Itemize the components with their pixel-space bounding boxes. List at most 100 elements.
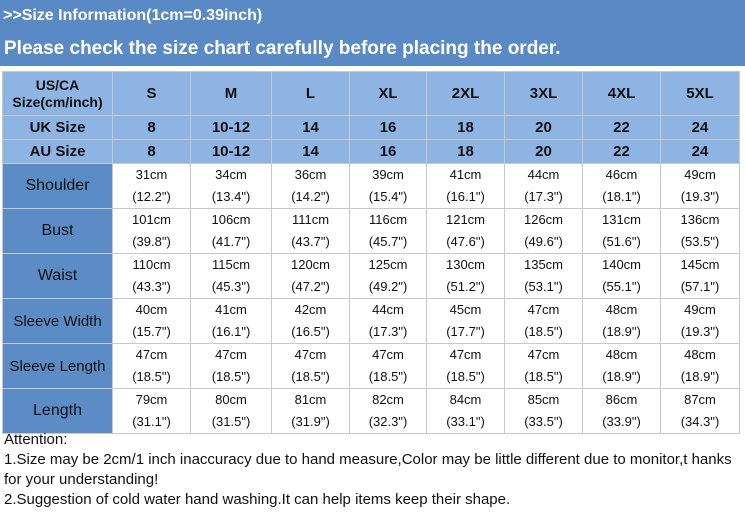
cm-value: 116cm: [368, 212, 408, 227]
measurement-cell: 44cm (17.3"): [504, 163, 583, 209]
measurement-row: Shoulder 31cm (12.2") 34cm (13.4") 36cm (14.2"…: [2, 163, 740, 209]
measurement-cell: 47cm (18.5"): [349, 343, 427, 389]
measurement-label: Sleeve Length: [2, 343, 113, 389]
inch-value: (17.3"): [368, 324, 408, 339]
measurement-cell: 85cm (33.5"): [504, 388, 583, 434]
measurement-cell: 42cm (16.5"): [271, 298, 350, 344]
inch-value: (49.6"): [524, 234, 563, 249]
uk-size-row: UK Size 8 10-12 14 16 18 20 22 24: [2, 115, 740, 140]
inch-value: (32.3"): [368, 414, 408, 429]
cm-value: 40cm: [135, 302, 168, 317]
title-bar: >>Size Information(1cm=0.39inch): [0, 0, 745, 33]
cm-value: 34cm: [215, 167, 247, 182]
size-unit-label: Size(cm/inch): [12, 93, 103, 110]
cm-value: 47cm: [527, 347, 560, 362]
measurement-cell: 39cm (15.4"): [349, 163, 427, 209]
inch-value: (18.5"): [524, 369, 563, 384]
measurement-cell: 47cm (18.5"): [112, 343, 191, 389]
measurement-cell: 80cm (31.5"): [190, 388, 272, 434]
cm-value: 47cm: [449, 347, 482, 362]
cm-value: 115cm: [211, 257, 251, 272]
uk-size-cell: 24: [660, 115, 740, 140]
measurement-cell: 45cm (17.7"): [426, 298, 505, 344]
inch-value: (43.7"): [291, 234, 330, 249]
inch-value: (18.1"): [602, 189, 641, 204]
measurement-label: Waist: [2, 253, 113, 299]
measurement-cell: 125cm (49.2"): [349, 253, 427, 299]
cm-value: 41cm: [449, 167, 482, 182]
measurement-cell: 111cm (43.7"): [271, 208, 350, 254]
attention-heading: Attention:: [4, 431, 68, 448]
measurement-cell: 126cm (49.6"): [504, 208, 583, 254]
cm-value: 101cm: [131, 212, 172, 227]
uk-size-cell: 8: [112, 115, 191, 140]
au-size-cell: 16: [349, 139, 427, 164]
measurement-cell: 106cm (41.7"): [190, 208, 272, 254]
cm-value: 47cm: [215, 347, 247, 362]
us-size-row: US/CA Size(cm/inch) S M L XL 2XL 3XL 4XL…: [2, 71, 740, 116]
cm-value: 39cm: [372, 167, 404, 182]
inch-value: (51.6"): [602, 234, 641, 249]
uk-size-cell: 16: [349, 115, 427, 140]
au-size-cell: 14: [271, 139, 350, 164]
inch-value: (19.3"): [680, 324, 720, 339]
size-info-subtitle: Please check the size chart carefully be…: [4, 38, 561, 59]
inch-value: (16.5"): [291, 324, 330, 339]
cm-value: 145cm: [680, 257, 720, 272]
cm-value: 106cm: [211, 212, 251, 227]
cm-value: 31cm: [135, 167, 168, 182]
inch-value: (57.1"): [680, 279, 720, 294]
inch-value: (18.5"): [446, 369, 485, 384]
measurement-cell: 79cm (31.1"): [112, 388, 191, 434]
measurement-cell: 110cm (43.3"): [112, 253, 191, 299]
measurement-row: Length 79cm (31.1") 80cm (31.5") 81cm (31.9") 8…: [2, 388, 740, 434]
measurement-cell: 36cm (14.2"): [271, 163, 350, 209]
measurement-cell: 48cm (18.9"): [660, 343, 740, 389]
au-size-cell: 20: [504, 139, 583, 164]
inch-value: (18.5"): [291, 369, 330, 384]
inch-value: (15.4"): [368, 189, 408, 204]
cm-value: 47cm: [372, 347, 404, 362]
inch-value: (17.3"): [524, 189, 563, 204]
measurement-label: Shoulder: [2, 163, 113, 209]
inch-value: (18.9"): [602, 324, 641, 339]
cm-value: 47cm: [135, 347, 168, 362]
inch-value: (47.2"): [291, 279, 330, 294]
measurement-cell: 31cm (12.2"): [112, 163, 191, 209]
measurement-cell: 81cm (31.9"): [271, 388, 350, 434]
inch-value: (33.5"): [524, 414, 563, 429]
inch-value: (18.5"): [368, 369, 408, 384]
attention-notes: Attention: 1.Size may be 2cm/1 inch inac…: [4, 430, 742, 510]
inch-value: (33.1"): [446, 414, 485, 429]
inch-value: (49.2"): [368, 279, 408, 294]
measurement-cell: 46cm (18.1"): [582, 163, 661, 209]
measurement-cell: 41cm (16.1"): [190, 298, 272, 344]
measurement-cell: 135cm (53.1"): [504, 253, 583, 299]
inch-value: (18.5"): [211, 369, 251, 384]
inch-value: (17.7"): [446, 324, 485, 339]
inch-value: (14.2"): [291, 189, 330, 204]
measurement-cell: 87cm (34.3"): [660, 388, 740, 434]
cm-value: 42cm: [294, 302, 327, 317]
size-table-body: US/CA Size(cm/inch) S M L XL 2XL 3XL 4XL…: [2, 71, 740, 434]
cm-value: 126cm: [523, 212, 564, 227]
inch-value: (31.9"): [291, 414, 330, 429]
measurement-cell: 47cm (18.5"): [504, 298, 583, 344]
cm-value: 84cm: [449, 392, 482, 407]
inch-value: (51.2"): [446, 279, 485, 294]
inch-value: (31.5"): [211, 414, 251, 429]
inch-value: (47.6"): [446, 234, 485, 249]
measurement-label: Bust: [2, 208, 113, 254]
measurement-cell: 44cm (17.3"): [349, 298, 427, 344]
inch-value: (13.4"): [211, 189, 251, 204]
measurement-row: Sleeve Length 47cm (18.5") 47cm (18.5") 47cm (…: [2, 343, 740, 389]
cm-value: 135cm: [523, 257, 564, 272]
measurement-cell: 40cm (15.7"): [112, 298, 191, 344]
cm-value: 110cm: [132, 257, 171, 272]
uk-size-cell: 14: [271, 115, 350, 140]
measurement-cell: 145cm (57.1"): [660, 253, 740, 299]
cm-value: 130cm: [445, 257, 486, 272]
cm-value: 111cm: [291, 212, 330, 227]
measurement-label: Sleeve Width: [2, 298, 113, 344]
measurement-cell: 116cm (45.7"): [349, 208, 427, 254]
